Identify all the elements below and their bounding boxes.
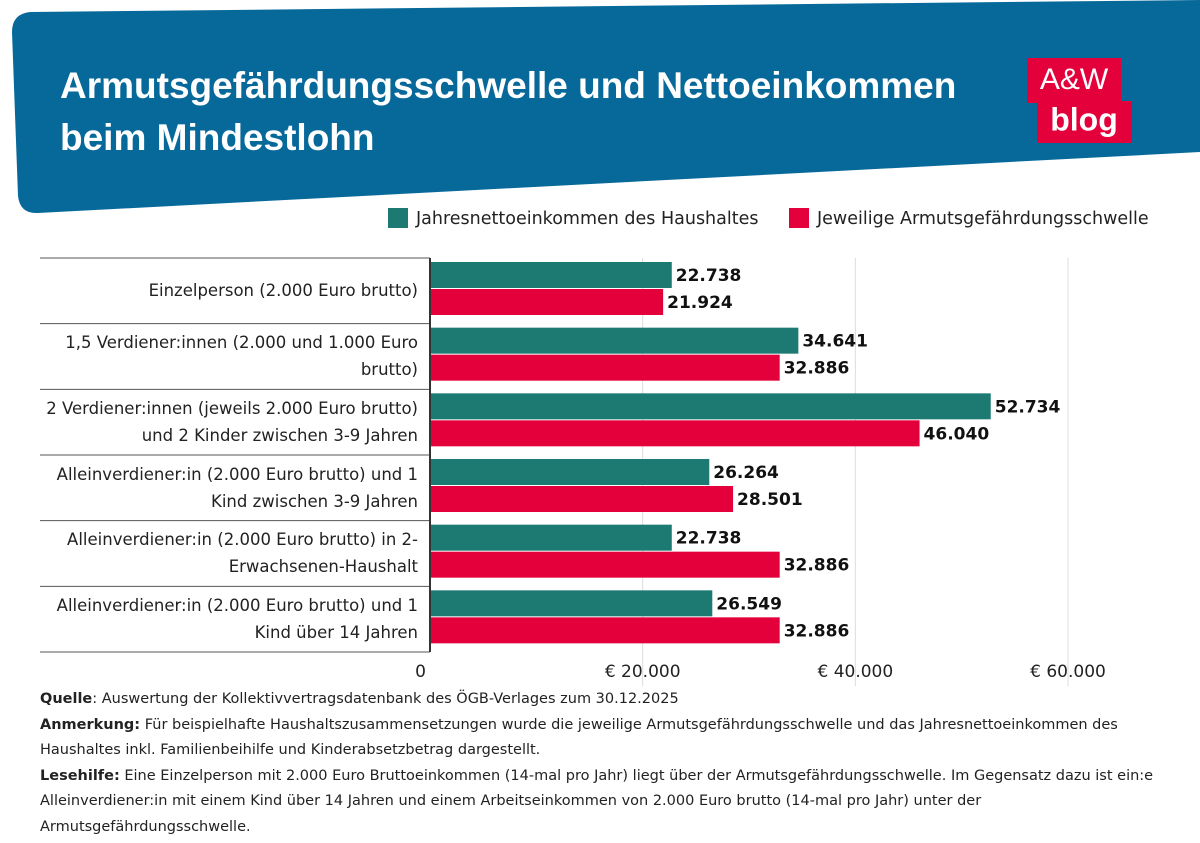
value-label: 32.886	[784, 359, 850, 379]
bar	[430, 393, 991, 420]
note-text: Eine Einzelperson mit 2.000 Euro Bruttoe…	[40, 767, 1154, 835]
note-label: Lesehilfe:	[40, 767, 120, 784]
value-label: 21.924	[667, 293, 733, 313]
bar	[430, 486, 734, 512]
value-label: 22.738	[676, 529, 742, 549]
value-label: 26.264	[713, 463, 779, 483]
value-label: 34.641	[802, 332, 868, 352]
note-label: Quelle	[40, 691, 93, 707]
bar	[430, 524, 672, 551]
value-label: 26.549	[716, 594, 782, 614]
header-band	[12, 0, 1200, 214]
note-text: : Auswertung der Kollektivvertragsdatenb…	[92, 691, 679, 707]
note-label: Anmerkung:	[40, 716, 141, 733]
value-label: 32.886	[784, 556, 850, 576]
value-label: 22.738	[676, 266, 742, 286]
x-tick-label: € 20.000	[605, 662, 681, 682]
x-tick-label: € 60.000	[1030, 662, 1106, 682]
note: Anmerkung: Für beispielhafte Haushaltszu…	[40, 713, 1175, 764]
legend-swatch	[789, 208, 809, 228]
logo-box	[1027, 58, 1121, 103]
note-text: Für beispielhafte Haushaltszusammensetzu…	[40, 716, 1118, 759]
category-label: Alleinverdiener:in (2.000 Euro brutto) i…	[67, 530, 418, 577]
bar	[430, 551, 780, 578]
note: Quelle: Auswertung der Kollektivvertrags…	[40, 687, 1175, 713]
notes: Quelle: Auswertung der Kollektivvertrags…	[40, 687, 1175, 840]
value-label: 52.734	[995, 397, 1061, 417]
note: Lesehilfe: Eine Einzelperson mit 2.000 E…	[40, 764, 1175, 841]
category-label: Alleinverdiener:in (2.000 Euro brutto) u…	[56, 596, 418, 643]
bar	[430, 459, 710, 485]
logo-text: A&W	[1040, 63, 1109, 96]
legend-label: Jahresnettoeinkommen des Haushaltes	[415, 209, 758, 229]
bar	[430, 590, 713, 617]
value-label: 46.040	[924, 424, 990, 444]
category-label: 2 Verdiener:innen (jeweils 2.000 Euro br…	[46, 399, 418, 446]
bar	[430, 420, 920, 447]
value-label: 32.886	[784, 621, 850, 641]
x-tick-label: € 40.000	[817, 662, 893, 682]
bar	[430, 617, 780, 644]
legend-label: Jeweilige Armutsgefährdungsschwelle	[816, 209, 1149, 229]
chart-title: beim Mindestlohn	[60, 117, 375, 158]
category-label: 1,5 Verdiener:innen (2.000 und 1.000 Eur…	[65, 333, 418, 380]
bar	[430, 327, 799, 354]
bar	[430, 262, 672, 288]
x-tick-label: 0	[415, 662, 426, 682]
logo-box	[1037, 101, 1132, 143]
bar	[430, 289, 664, 315]
category-label: Einzelperson (2.000 Euro brutto)	[148, 281, 418, 301]
value-label: 28.501	[737, 490, 803, 510]
bar	[430, 354, 780, 381]
legend-swatch	[388, 208, 408, 228]
logo-text: blog	[1050, 101, 1118, 137]
category-label: Alleinverdiener:in (2.000 Euro brutto) u…	[56, 464, 418, 511]
chart-title: Armutsgefährdungsschwelle und Nettoeinko…	[60, 65, 956, 106]
